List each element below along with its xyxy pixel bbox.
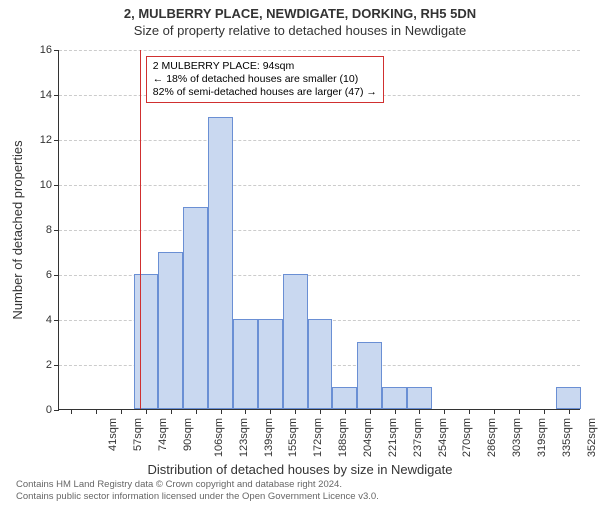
gridline [59, 185, 580, 186]
y-tick-label: 6 [22, 269, 52, 281]
x-tick [146, 409, 147, 414]
histogram-bar [183, 207, 208, 410]
y-tick-label: 16 [22, 44, 52, 56]
x-tick [444, 409, 445, 414]
x-tick-label: 123sqm [238, 418, 250, 457]
histogram-bar [308, 319, 333, 409]
x-tick-label: 286sqm [486, 418, 498, 457]
y-tick [54, 95, 59, 96]
y-tick [54, 185, 59, 186]
gridline [59, 50, 580, 51]
y-tick-label: 8 [22, 224, 52, 236]
x-tick [71, 409, 72, 414]
x-tick-label: 57sqm [132, 418, 144, 451]
x-tick-label: 139sqm [263, 418, 275, 457]
x-tick [494, 409, 495, 414]
y-tick-label: 10 [22, 179, 52, 191]
plot-area: 2 MULBERRY PLACE: 94sqm← 18% of detached… [58, 50, 580, 410]
gridline [59, 230, 580, 231]
x-tick [245, 409, 246, 414]
x-tick [221, 409, 222, 414]
gridline [59, 140, 580, 141]
y-tick-label: 2 [22, 359, 52, 371]
y-tick [54, 50, 59, 51]
y-tick [54, 275, 59, 276]
x-tick-label: 319sqm [536, 418, 548, 457]
page-title-address: 2, MULBERRY PLACE, NEWDIGATE, DORKING, R… [0, 6, 600, 21]
callout-line: 2 MULBERRY PLACE: 94sqm [153, 60, 377, 73]
x-tick [569, 409, 570, 414]
y-tick-label: 0 [22, 404, 52, 416]
x-tick-label: 352sqm [586, 418, 598, 457]
reference-callout: 2 MULBERRY PLACE: 94sqm← 18% of detached… [146, 56, 384, 103]
x-tick-label: 74sqm [157, 418, 169, 451]
footer-line-1: Contains HM Land Registry data © Crown c… [16, 479, 379, 490]
x-tick [295, 409, 296, 414]
x-tick-label: 254sqm [437, 418, 449, 457]
histogram-bar [382, 387, 407, 410]
x-tick [320, 409, 321, 414]
page-subtitle: Size of property relative to detached ho… [0, 23, 600, 38]
histogram-bar [556, 387, 581, 410]
histogram-bar [407, 387, 432, 410]
x-tick-label: 90sqm [182, 418, 194, 451]
x-tick [395, 409, 396, 414]
callout-line: 82% of semi-detached houses are larger (… [153, 86, 377, 99]
y-tick [54, 230, 59, 231]
histogram-bar [332, 387, 357, 410]
y-tick [54, 365, 59, 366]
histogram-bar [258, 319, 283, 409]
x-tick [544, 409, 545, 414]
x-tick [469, 409, 470, 414]
callout-line: ← 18% of detached houses are smaller (10… [153, 73, 377, 86]
y-tick [54, 140, 59, 141]
x-tick-label: 106sqm [213, 418, 225, 457]
x-tick [121, 409, 122, 414]
attribution-footer: Contains HM Land Registry data © Crown c… [16, 479, 379, 502]
histogram-bar [134, 274, 159, 409]
histogram-bar [158, 252, 183, 410]
x-tick-label: 172sqm [312, 418, 324, 457]
x-tick-label: 41sqm [107, 418, 119, 451]
y-tick [54, 410, 59, 411]
y-tick [54, 320, 59, 321]
histogram-bar [357, 342, 382, 410]
x-tick-label: 270sqm [462, 418, 474, 457]
x-tick [171, 409, 172, 414]
y-tick-label: 12 [22, 134, 52, 146]
x-tick [96, 409, 97, 414]
histogram-chart: 2 MULBERRY PLACE: 94sqm← 18% of detached… [58, 50, 580, 410]
histogram-bar [208, 117, 233, 410]
footer-line-2: Contains public sector information licen… [16, 491, 379, 502]
x-tick-label: 188sqm [337, 418, 349, 457]
reference-line [140, 50, 141, 409]
histogram-bar [233, 319, 258, 409]
x-tick [196, 409, 197, 414]
x-tick-label: 237sqm [412, 418, 424, 457]
x-tick [270, 409, 271, 414]
y-tick-label: 14 [22, 89, 52, 101]
x-tick-label: 155sqm [288, 418, 300, 457]
x-axis-label: Distribution of detached houses by size … [0, 462, 600, 477]
y-tick-label: 4 [22, 314, 52, 326]
histogram-bar [283, 274, 308, 409]
x-tick-label: 221sqm [387, 418, 399, 457]
x-tick-label: 303sqm [511, 418, 523, 457]
x-tick-label: 335sqm [561, 418, 573, 457]
x-tick-label: 204sqm [362, 418, 374, 457]
x-tick [345, 409, 346, 414]
x-tick [370, 409, 371, 414]
x-tick [519, 409, 520, 414]
x-tick [419, 409, 420, 414]
